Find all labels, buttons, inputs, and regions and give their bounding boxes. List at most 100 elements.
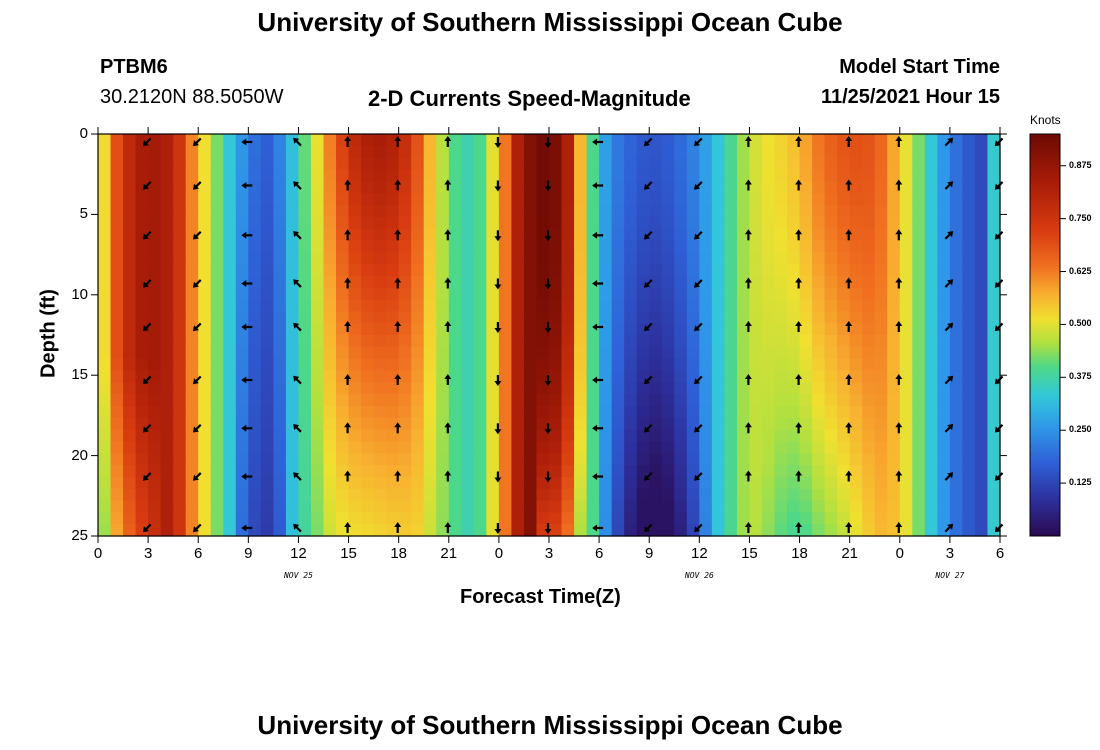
heat-cell <box>260 287 274 301</box>
heat-cell <box>198 134 212 147</box>
heat-cell <box>273 394 287 407</box>
heat-cell <box>774 157 788 171</box>
heat-cell <box>386 394 400 407</box>
heat-cell <box>310 512 325 525</box>
heat-cell <box>336 429 350 443</box>
heat-cell <box>987 169 1001 182</box>
heat-cell <box>198 157 212 171</box>
heat-cell <box>912 394 926 407</box>
current-arrow <box>394 179 402 191</box>
heat-cell <box>523 275 538 289</box>
heat-cell <box>173 476 187 490</box>
heat-cell <box>398 476 412 490</box>
heat-cell <box>599 157 613 171</box>
heat-cell <box>361 204 375 218</box>
heat-cell <box>223 429 237 443</box>
heat-cell <box>912 311 926 324</box>
y-tick-label: 5 <box>79 205 88 223</box>
heat-cell <box>436 264 450 277</box>
heat-cell <box>523 524 538 537</box>
heat-cell <box>248 252 262 265</box>
heat-cell <box>235 453 249 466</box>
heat-cell <box>523 417 538 431</box>
heat-cell <box>323 370 337 383</box>
heat-cell <box>210 287 224 301</box>
heat-cell <box>837 275 851 289</box>
current-arrow <box>293 523 302 533</box>
current-arrow <box>895 136 903 147</box>
heat-cell <box>98 252 112 265</box>
heat-cell <box>874 287 888 301</box>
heat-cell <box>210 335 224 348</box>
heat-cell <box>336 264 350 277</box>
heat-cell <box>649 145 663 159</box>
heat-cell <box>436 157 450 171</box>
heat-cell <box>536 429 550 443</box>
heat-cell <box>837 524 851 537</box>
heat-cell <box>185 405 199 419</box>
heat-cell <box>473 394 487 407</box>
heat-cell <box>536 216 550 230</box>
heat-cell <box>824 323 838 336</box>
heat-cell <box>361 500 375 513</box>
heat-cell <box>574 405 588 419</box>
heat-cell <box>110 264 124 277</box>
heat-cell <box>924 169 938 182</box>
heat-cell <box>574 157 588 171</box>
heat-cell <box>924 453 938 466</box>
y-tick-label: 15 <box>71 366 88 384</box>
heat-cell <box>937 429 951 443</box>
heat-cell <box>273 264 287 277</box>
heat-cell <box>260 252 274 265</box>
heat-cell <box>448 169 462 182</box>
heat-cell <box>912 240 926 253</box>
heat-cell <box>411 346 425 360</box>
heat-cell <box>248 323 262 336</box>
heat-cell <box>223 441 237 454</box>
heat-cell <box>937 145 951 159</box>
heat-cell <box>273 335 287 348</box>
heat-cell <box>110 370 124 383</box>
heat-cell <box>661 465 675 478</box>
current-arrow <box>192 472 202 481</box>
heat-cell <box>423 512 437 525</box>
heat-cell <box>523 134 538 147</box>
heat-cell <box>285 405 300 419</box>
heat-cell <box>599 240 613 253</box>
heat-cell <box>173 370 187 383</box>
heat-cell <box>874 335 888 348</box>
heat-cell <box>198 204 212 218</box>
heat-cell <box>323 476 337 490</box>
heat-cell <box>386 216 400 230</box>
heat-cell <box>924 346 938 360</box>
current-arrow <box>643 230 653 240</box>
heat-cell <box>285 488 300 502</box>
heat-cell <box>962 394 976 407</box>
heat-cell <box>285 358 300 372</box>
heat-cell <box>198 441 212 454</box>
heat-cell <box>135 181 149 194</box>
heat-cell <box>574 323 588 336</box>
heat-cell <box>160 323 174 336</box>
heat-cell <box>123 240 137 253</box>
heat-cell <box>649 323 663 336</box>
heat-cell <box>310 405 325 419</box>
heat-cell <box>599 465 613 478</box>
heat-cell <box>724 346 738 360</box>
heat-cell <box>298 181 312 194</box>
heat-cell <box>599 429 613 443</box>
heat-cell <box>649 382 663 395</box>
heat-cell <box>899 299 913 312</box>
current-arrow <box>592 182 604 189</box>
heat-cell <box>974 488 989 502</box>
heat-cell <box>874 145 888 159</box>
heat-cell <box>361 524 375 537</box>
heat-cell <box>386 264 400 277</box>
heat-cell <box>361 358 375 372</box>
heat-cell <box>336 228 350 242</box>
heat-cell <box>599 382 613 395</box>
heat-cell <box>373 264 387 277</box>
heat-cell <box>887 145 901 159</box>
heat-cell <box>98 287 112 301</box>
heat-cell <box>210 204 224 218</box>
